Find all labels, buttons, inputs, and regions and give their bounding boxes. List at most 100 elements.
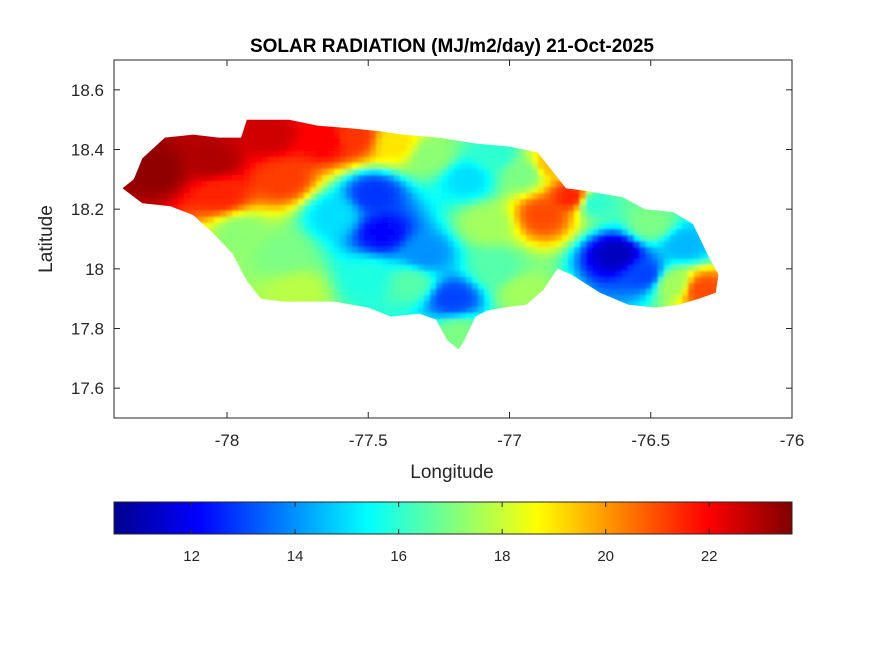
field-cell: [538, 175, 545, 182]
field-cell: [382, 211, 389, 218]
field-cell: [238, 181, 245, 188]
field-cell: [466, 319, 473, 326]
field-cell: [274, 277, 281, 284]
field-cell: [466, 169, 473, 176]
field-cell: [544, 223, 551, 230]
field-cell: [148, 151, 155, 158]
field-cell: [196, 175, 203, 182]
field-cell: [550, 259, 557, 266]
field-cell: [610, 247, 617, 254]
field-cell: [562, 187, 569, 194]
field-cell: [418, 301, 425, 308]
field-cell: [538, 199, 545, 206]
field-cell: [412, 271, 419, 278]
field-cell: [382, 193, 389, 200]
field-cell: [448, 301, 455, 308]
field-cell: [232, 193, 239, 200]
field-cell: [526, 223, 533, 230]
field-cell: [412, 277, 419, 284]
field-cell: [406, 247, 413, 254]
field-cell: [700, 259, 707, 266]
field-cell: [388, 145, 395, 152]
colorbar-tick-label: 16: [390, 548, 407, 565]
field-cell: [646, 265, 653, 272]
field-cell: [370, 283, 377, 290]
field-cell: [418, 307, 425, 314]
field-cell: [370, 277, 377, 284]
field-cell: [604, 205, 611, 212]
field-cell: [514, 145, 521, 152]
field-cell: [526, 181, 533, 188]
field-cell: [286, 163, 293, 170]
field-cell: [640, 271, 647, 278]
field-cell: [268, 211, 275, 218]
field-cell: [610, 241, 617, 248]
field-cell: [646, 295, 653, 302]
field-cell: [142, 169, 149, 176]
field-cell: [322, 127, 329, 134]
field-cell: [346, 247, 353, 254]
field-cell: [568, 271, 575, 278]
field-cell: [466, 283, 473, 290]
field-cell: [286, 127, 293, 134]
field-cell: [610, 259, 617, 266]
field-cell: [328, 163, 335, 170]
field-cell: [274, 187, 281, 194]
field-cell: [640, 253, 647, 260]
field-cell: [616, 283, 623, 290]
field-cell: [394, 235, 401, 242]
field-cell: [514, 283, 521, 290]
field-cell: [286, 133, 293, 140]
field-cell: [346, 271, 353, 278]
field-cell: [454, 277, 461, 284]
field-cell: [616, 265, 623, 272]
field-cell: [190, 151, 197, 158]
field-cell: [310, 127, 317, 134]
field-cell: [376, 163, 383, 170]
field-cell: [508, 301, 515, 308]
field-cell: [316, 181, 323, 188]
field-cell: [286, 205, 293, 212]
field-cell: [418, 157, 425, 164]
field-cell: [574, 193, 581, 200]
field-cell: [682, 289, 689, 296]
field-cell: [502, 253, 509, 260]
field-cell: [322, 211, 329, 218]
field-cell: [256, 193, 263, 200]
field-cell: [280, 205, 287, 212]
field-cell: [364, 163, 371, 170]
field-cell: [682, 235, 689, 242]
field-cell: [256, 187, 263, 194]
field-cell: [340, 169, 347, 176]
field-cell: [250, 265, 257, 272]
field-cell: [700, 265, 707, 272]
field-cell: [256, 277, 263, 284]
field-cell: [388, 199, 395, 206]
field-cell: [478, 295, 485, 302]
y-tick-label: 18: [85, 260, 104, 279]
field-cell: [502, 151, 509, 158]
field-cell: [292, 181, 299, 188]
field-cell: [394, 307, 401, 314]
field-cell: [670, 259, 677, 266]
field-cell: [490, 289, 497, 296]
y-tick-label: 18.4: [71, 141, 104, 160]
field-cell: [256, 205, 263, 212]
field-cell: [502, 295, 509, 302]
field-cell: [490, 283, 497, 290]
field-cell: [532, 277, 539, 284]
field-cell: [460, 325, 467, 332]
field-cell: [358, 235, 365, 242]
field-cell: [424, 187, 431, 194]
field-cell: [382, 175, 389, 182]
field-cell: [148, 187, 155, 194]
field-cell: [454, 175, 461, 182]
field-cell: [376, 193, 383, 200]
field-cell: [682, 271, 689, 278]
field-cell: [406, 253, 413, 260]
field-cell: [502, 181, 509, 188]
field-cell: [532, 163, 539, 170]
field-cell: [172, 193, 179, 200]
field-cell: [148, 157, 155, 164]
field-cell: [448, 247, 455, 254]
